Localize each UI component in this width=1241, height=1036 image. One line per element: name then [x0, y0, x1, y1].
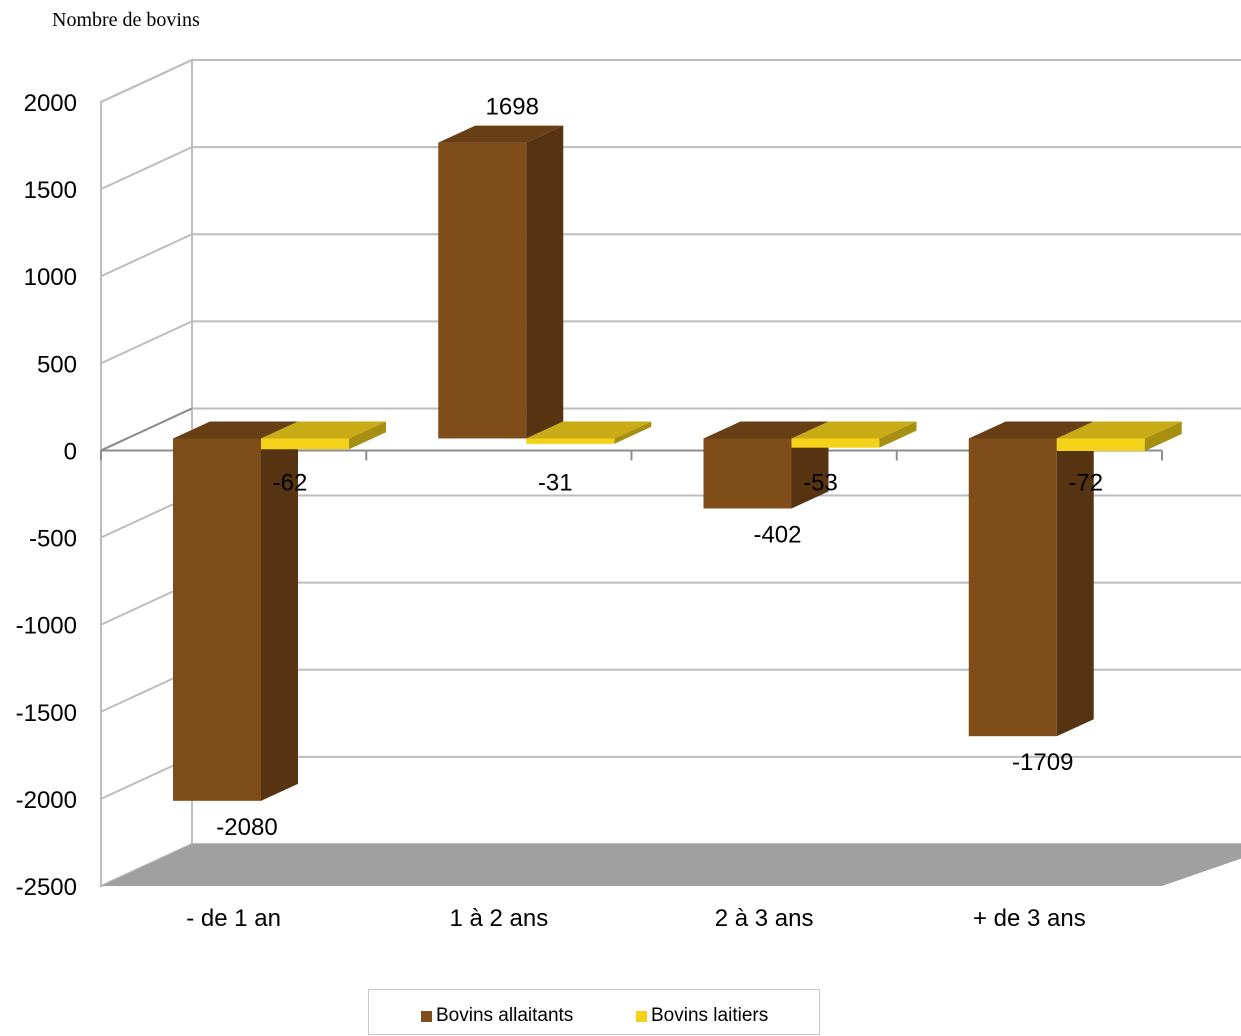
y-axis-title: Nombre de bovins	[52, 9, 200, 31]
data-label: -72	[1068, 469, 1103, 496]
data-label: -2080	[216, 814, 277, 841]
legend-item-laitiers: Bovins laitiers	[636, 1005, 768, 1027]
y-tick-label: 1000	[24, 264, 77, 291]
bar-front	[703, 438, 792, 509]
bar	[703, 421, 829, 509]
data-label: -1709	[1012, 749, 1073, 776]
gridline	[100, 59, 1241, 103]
data-labels: -2080 1698 -402 -1709 -62 -31 -53 -72	[216, 94, 1103, 841]
bar-side	[261, 421, 298, 801]
bar-side	[1056, 421, 1094, 737]
y-tick-label: 1500	[24, 177, 77, 204]
gridline	[100, 146, 1241, 191]
bar	[173, 421, 298, 801]
legend-swatch-allaitants	[421, 1010, 432, 1022]
bar-side	[614, 421, 652, 444]
bar-top	[173, 421, 298, 439]
bar-top	[1056, 421, 1182, 439]
bar-top	[261, 421, 386, 439]
legend-label-allaitants: Bovins allaitants	[436, 1005, 574, 1026]
gridline	[100, 233, 1241, 278]
bar	[968, 421, 1094, 737]
bar-side	[349, 421, 386, 450]
data-label: -53	[803, 469, 838, 496]
chart-floor	[101, 844, 1241, 886]
legend-swatch-laitiers	[636, 1010, 647, 1022]
data-label: -402	[753, 521, 801, 548]
bar-front	[968, 438, 1057, 737]
bar-top	[968, 421, 1094, 439]
bar-side	[879, 421, 917, 448]
bar-chart: -2080 1698 -402 -1709 -62 -31 -53 -72 2000 1500 1…	[16, 58, 1241, 932]
x-tick-label: - de 1 an	[186, 905, 281, 932]
bar-top	[791, 421, 917, 439]
bar-front	[526, 438, 615, 444]
bars	[173, 125, 1182, 801]
gridline	[100, 320, 1241, 365]
tick-labels: 2000 1500 1000 500 0 -500 -1000 -1500 -2000 -2500…	[16, 90, 1086, 932]
bar-top	[438, 125, 564, 143]
y-tick-label: -500	[29, 526, 77, 553]
zero-axis-side	[100, 407, 193, 452]
data-label: -62	[273, 469, 308, 496]
bar	[1056, 421, 1182, 451]
bar-top	[526, 421, 652, 439]
x-tick-label: + de 3 ans	[973, 905, 1086, 932]
y-tick-label: 500	[37, 351, 77, 378]
legend-label-laitiers: Bovins laitiers	[651, 1005, 769, 1026]
y-tick-label: 2000	[24, 90, 77, 117]
y-tick-label: -1000	[16, 613, 77, 640]
bar-side	[526, 125, 564, 439]
bar	[791, 421, 917, 448]
y-tick-label: -2000	[16, 787, 77, 814]
y-tick-label: 0	[64, 438, 77, 465]
bar-side	[1144, 421, 1182, 451]
x-tick-label: 1 à 2 ans	[450, 905, 549, 932]
bar-front	[261, 438, 349, 450]
data-label: 1698	[486, 94, 539, 121]
bar	[526, 421, 652, 444]
bar	[438, 125, 564, 439]
bar-front	[438, 142, 527, 439]
bar-front	[1056, 438, 1145, 451]
bar-front	[791, 438, 880, 448]
y-tick-label: -1500	[16, 700, 77, 727]
floor-plane	[101, 844, 1241, 886]
bar-front	[173, 438, 261, 801]
bar-top	[703, 421, 829, 439]
legend: Bovins allaitants Bovins laitiers	[368, 989, 820, 1035]
bar	[261, 421, 386, 450]
y-tick-label: -2500	[16, 874, 77, 901]
data-label: -31	[538, 469, 573, 496]
x-tick-label: 2 à 3 ans	[715, 905, 814, 932]
legend-item-allaitants: Bovins allaitants	[421, 1005, 573, 1027]
